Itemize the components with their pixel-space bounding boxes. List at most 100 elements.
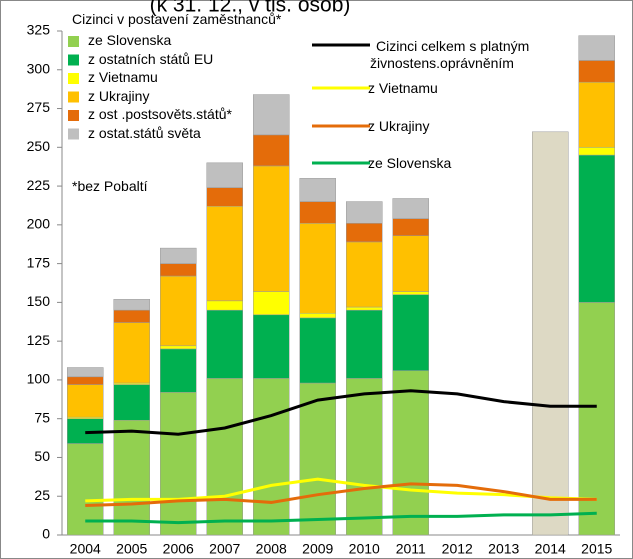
y-tick-label: 100 <box>27 371 51 387</box>
legend-label: ze Slovenska <box>88 32 172 48</box>
legend-swatch <box>68 73 79 84</box>
legend-label: z Ukrajiny <box>88 87 150 104</box>
bar-segment <box>206 205 243 302</box>
bar-segment <box>113 419 150 536</box>
bar-segment <box>67 376 104 385</box>
y-tick-label: 275 <box>27 99 51 115</box>
bar-segment <box>206 187 243 207</box>
y-tick-label: 125 <box>27 332 51 348</box>
y-tick-label: 25 <box>34 487 50 503</box>
bar-segment <box>160 345 197 350</box>
bar-segment <box>578 154 615 303</box>
bar-segment <box>299 223 336 314</box>
bar-segment <box>113 322 150 384</box>
y-tick-label: 0 <box>42 526 50 542</box>
y-tick-label: 200 <box>27 216 51 232</box>
bar-segment <box>299 317 336 384</box>
bar-segment <box>578 35 615 61</box>
x-tick-label: 2005 <box>116 541 147 557</box>
bar-segment <box>113 384 150 421</box>
legend-label: ze Slovenska <box>368 155 452 171</box>
legend-title: Cizinci v postavení zaměstnanců* <box>72 11 282 27</box>
bar-segment <box>253 291 290 316</box>
bar-segment <box>392 218 429 236</box>
legend-label: z Ukrajiny <box>368 118 430 134</box>
y-tick-label: 225 <box>27 177 51 193</box>
bar-segment <box>67 367 104 378</box>
bar-segment <box>113 309 150 323</box>
legend-label: Cizinci celkem s platným živnostens.oprá… <box>370 38 530 71</box>
x-tick-label: 2012 <box>442 541 473 557</box>
bar-segment <box>160 392 197 536</box>
legend-swatch <box>68 91 79 103</box>
bar-segment <box>578 60 615 83</box>
line-series <box>85 482 597 508</box>
bar-segment <box>253 378 290 536</box>
x-tick-label: 2013 <box>488 541 519 557</box>
bar-segment <box>160 275 197 347</box>
x-tick-label: 2015 <box>581 541 612 557</box>
y-tick-label: 50 <box>34 448 50 464</box>
bar-segment <box>392 291 429 295</box>
legend-label: z ost .postsověts.států* <box>88 106 232 122</box>
bar-segment <box>253 134 290 167</box>
bar-segment <box>206 300 243 311</box>
legend-label: z Vietnamu <box>88 69 158 85</box>
bar-segment <box>160 247 197 264</box>
legend-swatch <box>68 110 79 121</box>
y-tick-label: 150 <box>27 293 51 309</box>
line-series <box>85 511 597 525</box>
bar-segment <box>578 302 615 536</box>
legend-swatch <box>68 54 79 66</box>
note: *bez Pobaltí <box>72 178 148 194</box>
y-tick-label: 300 <box>27 60 51 76</box>
y-tick-label: 250 <box>27 138 51 154</box>
bar-segment <box>346 223 383 243</box>
bar-segment <box>346 306 383 311</box>
y-tick-label: 75 <box>34 409 50 425</box>
bar-segment <box>346 201 383 224</box>
bar-segment <box>532 131 569 536</box>
bar-segment <box>113 299 150 311</box>
legend-swatch <box>68 36 79 47</box>
x-tick-label: 2004 <box>70 541 101 557</box>
y-tick-label: 175 <box>27 254 51 270</box>
x-tick-label: 2007 <box>209 541 240 557</box>
bar-segment <box>346 378 383 536</box>
chart-title: (k 31. 12., v tis. osob) <box>150 0 351 17</box>
line-series <box>85 477 597 503</box>
x-tick-label: 2014 <box>535 541 566 557</box>
bar-segment <box>392 198 429 219</box>
bar-segment <box>392 370 429 536</box>
bar-segment <box>578 81 615 148</box>
x-tick-label: 2011 <box>396 541 426 557</box>
bar-segment <box>392 235 429 292</box>
legend-label: z Vietnamu <box>368 80 438 96</box>
bar-segment <box>392 294 429 371</box>
legend-label: z ostat.států světa <box>88 124 201 141</box>
x-tick-label: 2006 <box>163 541 194 557</box>
line-series <box>85 389 597 436</box>
bar-segment <box>299 312 336 319</box>
y-tick-label: 325 <box>27 22 51 38</box>
bar-segment <box>299 178 336 202</box>
bar-segment <box>253 314 290 379</box>
bar-segment <box>206 162 243 188</box>
bar-segment <box>253 94 290 136</box>
bar-segment <box>253 165 290 292</box>
bar-segment <box>206 309 243 379</box>
x-tick-label: 2010 <box>349 541 380 557</box>
bar-segment <box>67 384 104 418</box>
legend-swatch <box>68 128 79 140</box>
x-tick-label: 2009 <box>302 541 333 557</box>
bar-segment <box>299 382 336 536</box>
bar-segment <box>578 147 615 156</box>
bar-segment <box>160 263 197 277</box>
bar-segment <box>206 378 243 536</box>
bar-segment <box>299 201 336 224</box>
x-tick-label: 2008 <box>256 541 287 557</box>
bar-segment <box>346 241 383 308</box>
bar-segment <box>160 348 197 393</box>
